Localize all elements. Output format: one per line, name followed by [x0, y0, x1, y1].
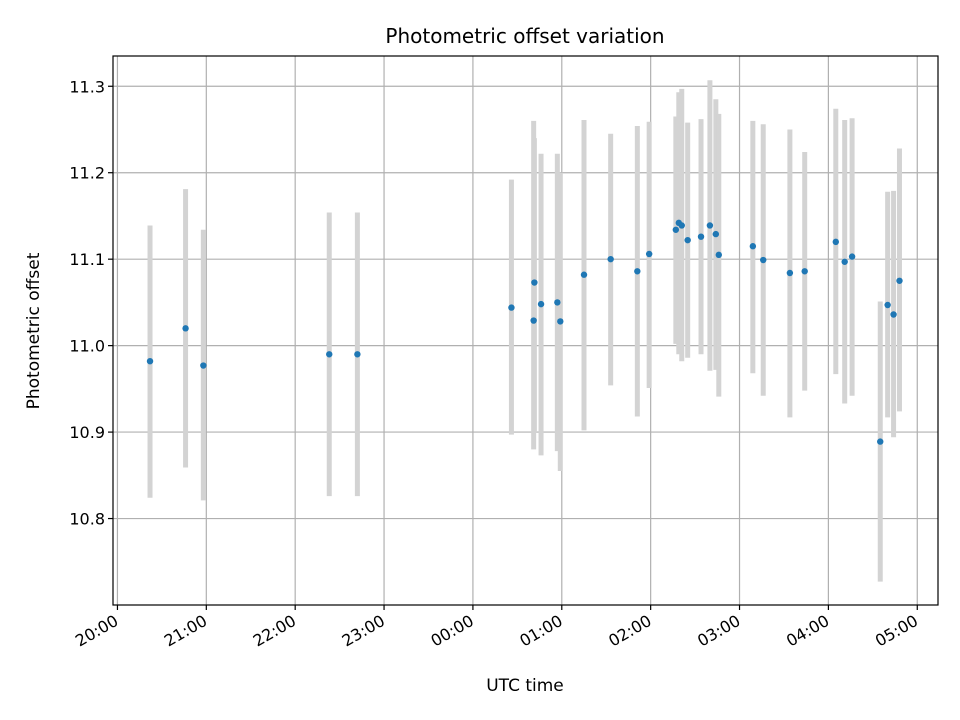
data-point	[786, 269, 794, 277]
y-tick-label: 11.0	[69, 337, 105, 356]
data-point	[841, 258, 848, 265]
data-point	[706, 222, 714, 229]
data-point	[554, 299, 561, 306]
data-point	[645, 250, 653, 258]
data-point	[801, 268, 808, 275]
data-point	[531, 279, 538, 286]
data-point	[580, 271, 588, 278]
data-point	[697, 233, 705, 240]
x-axis-label: UTC time	[486, 676, 564, 696]
data-point	[182, 325, 189, 332]
data-point	[672, 226, 680, 233]
y-tick-label: 10.9	[69, 423, 105, 442]
data-point	[890, 311, 897, 318]
y-axis-ticks: 10.8 10.9 11.0 11.1 11.2 11.3	[69, 77, 113, 529]
data-point	[146, 357, 154, 365]
data-point	[354, 351, 361, 358]
data-point	[715, 251, 722, 259]
data-point	[607, 255, 614, 263]
y-axis-label: Photometric offset	[24, 252, 44, 409]
data-point	[678, 222, 685, 229]
data-points	[146, 219, 903, 445]
chart-title: Photometric offset variation	[385, 24, 664, 48]
data-point	[896, 277, 903, 284]
data-point	[684, 236, 691, 244]
y-tick-label: 11.3	[69, 77, 105, 96]
data-point	[557, 318, 564, 325]
data-point	[508, 304, 515, 311]
data-point	[326, 351, 333, 358]
data-point	[530, 317, 537, 324]
data-point	[877, 438, 884, 445]
data-point	[634, 268, 641, 275]
data-point	[848, 253, 856, 260]
y-tick-label: 11.2	[69, 164, 105, 183]
plot-frame	[112, 55, 939, 606]
y-tick-label: 10.8	[69, 510, 105, 529]
data-point	[832, 238, 840, 246]
data-point	[537, 300, 545, 308]
y-tick-label: 11.1	[69, 250, 105, 269]
data-point	[712, 230, 720, 238]
data-point	[884, 301, 891, 309]
data-point	[749, 243, 757, 250]
data-point	[760, 256, 767, 264]
data-point	[200, 362, 207, 369]
